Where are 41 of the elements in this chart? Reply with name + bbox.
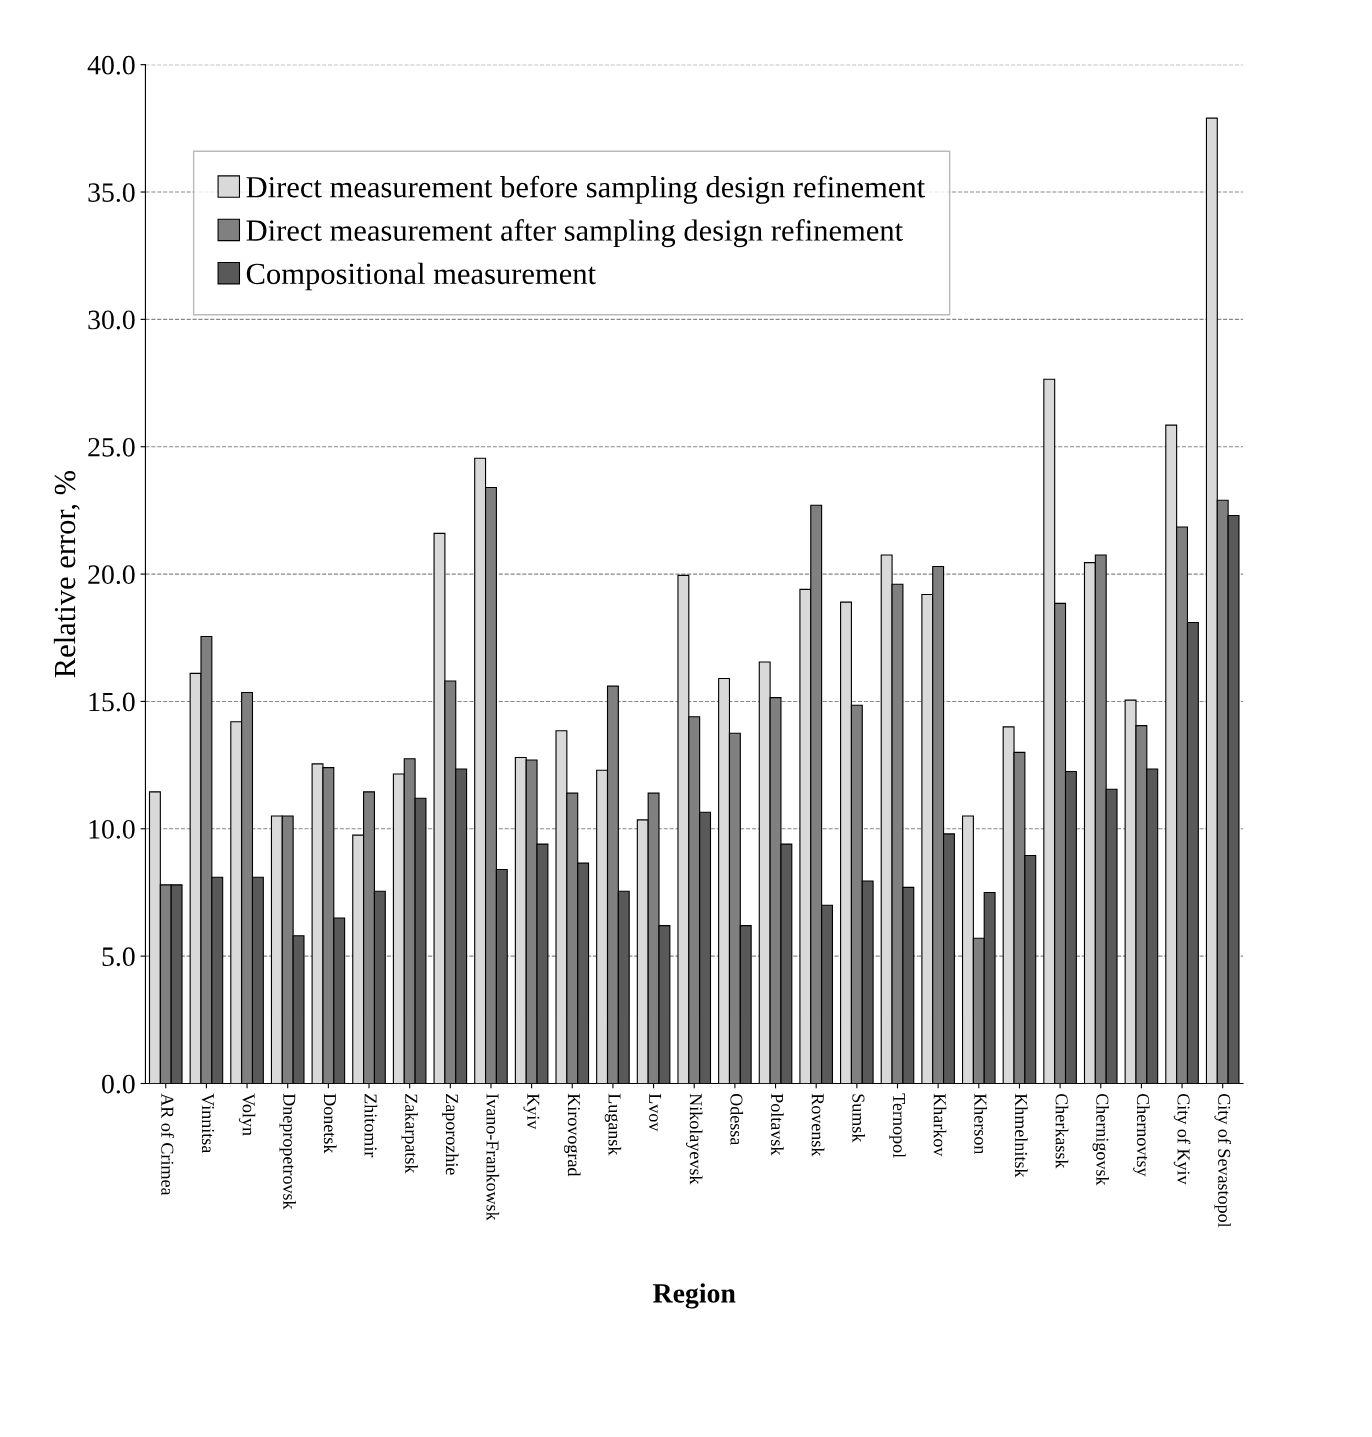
y-axis-title: Relative error, % <box>53 470 80 678</box>
x-tick-label: Sumsk <box>852 1094 866 1143</box>
x-tick-label: Donetsk <box>323 1093 337 1154</box>
y-tick-label: 0.0 <box>102 1074 135 1094</box>
x-tick-label: Odessa <box>730 1093 744 1146</box>
x-tick-label: Khmelnitsk <box>1014 1093 1028 1178</box>
x-tick-label: Lugansk <box>604 1093 622 1156</box>
x-tick-label: Chernigovsk <box>1092 1093 1109 1186</box>
x-tick-label: Kirovograd <box>564 1093 581 1177</box>
x-tick-label: Poltavsk <box>771 1093 784 1156</box>
x-tick-label: Chernovtsy <box>1133 1093 1150 1177</box>
x-tick-label: Ternopol <box>889 1093 906 1158</box>
x-tick-label: Zhitomir <box>364 1094 378 1158</box>
y-tick-label: 40.0 <box>87 55 135 75</box>
x-tick-label: AR of Crimea <box>161 1093 175 1196</box>
x-tick-label: City of Kyiv <box>1173 1093 1191 1185</box>
y-tick-label: 20.0 <box>88 565 135 585</box>
x-tick-label: Nikolayevsk <box>686 1093 703 1185</box>
x-tick-label: Kharkov <box>933 1093 947 1157</box>
x-axis-title: Region <box>653 1283 736 1309</box>
y-tick-label: 10.0 <box>89 819 135 839</box>
x-tick-label: City of Sevastopol <box>1214 1093 1232 1228</box>
x-tick-label: Cherkassk <box>1055 1093 1069 1169</box>
legend-label: Direct measurement after sampling design refinement <box>246 219 903 248</box>
legend-label: Compositional measurement <box>246 262 596 291</box>
x-tick-label: Zaporozhie <box>442 1094 459 1175</box>
legend-label: Direct measurement before sampling design refinement <box>246 175 926 204</box>
x-tick-label: Ivano-Frankowsk <box>486 1093 500 1221</box>
x-tick-label: Volyn <box>238 1093 256 1136</box>
y-tick-label: 15.0 <box>89 692 135 712</box>
x-tick-label: Kherson <box>974 1093 987 1155</box>
y-tick-label: 30.0 <box>88 310 135 330</box>
x-tick-label: Vinnitsa <box>201 1093 215 1154</box>
y-tick-label: 25.0 <box>88 437 135 457</box>
y-tick-label: 35.0 <box>88 183 135 203</box>
x-tick-label: Kyiv <box>523 1093 540 1130</box>
y-tick-label: 5.0 <box>102 947 135 967</box>
x-tick-label: Zakarpatsk <box>401 1094 418 1174</box>
x-tick-label: Dnepropetrovsk <box>279 1093 296 1210</box>
x-tick-label: Lvov <box>649 1093 662 1132</box>
x-tick-label: Rovensk <box>811 1093 825 1157</box>
